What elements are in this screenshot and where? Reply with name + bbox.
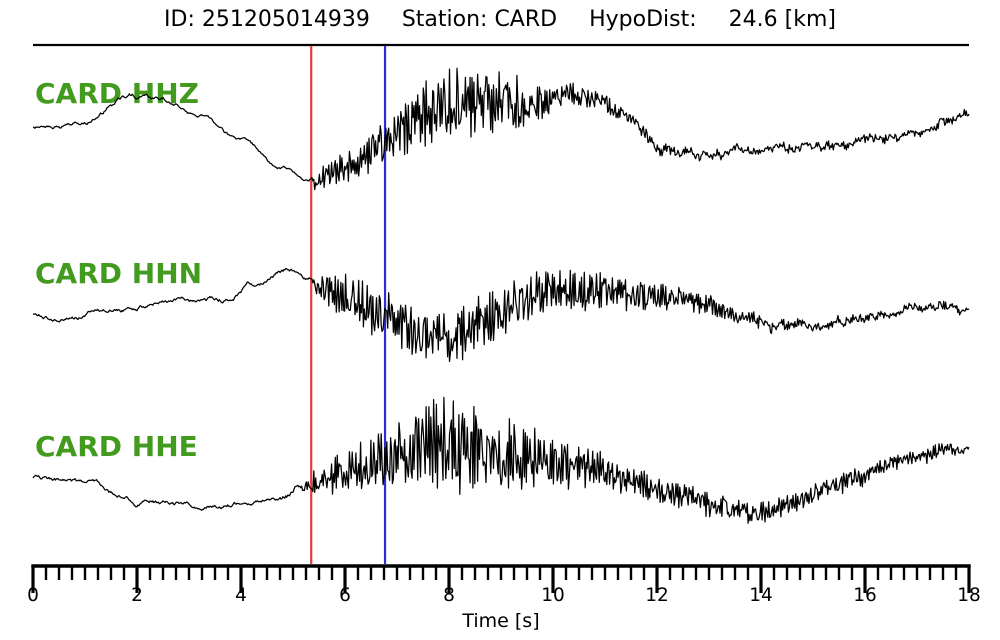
x-axis-tick-label: 2 (131, 585, 143, 606)
waveform-trace-hhn (32, 267, 970, 363)
x-axis-tick-label: 12 (645, 585, 669, 606)
x-axis-tick-label: 10 (541, 585, 565, 606)
station-label: Station: CARD (401, 7, 558, 32)
hypodist-key: HypoDist: (589, 7, 697, 32)
hypodist-value: 24.6 [km] (728, 7, 836, 32)
x-axis-title: Time [s] (461, 610, 539, 632)
x-axis-tick-label: 16 (853, 585, 877, 606)
waveform-trace-hhe (32, 396, 970, 524)
figure-title: ID: 251205014939 Station: CARD HypoDist:… (0, 7, 1000, 32)
x-axis-tick-label: 6 (339, 585, 351, 606)
x-axis-tick-label: 8 (443, 585, 455, 606)
x-axis-tick-label: 0 (27, 585, 39, 606)
x-axis-tick-label: 18 (957, 585, 981, 606)
event-id-label: ID: 251205014939 (164, 7, 370, 32)
x-axis-tick-label: 14 (749, 585, 773, 606)
channel-label-hhe: CARD HHE (35, 430, 198, 463)
channel-label-hhn: CARD HHN (35, 257, 202, 290)
x-axis-tick-label: 4 (235, 585, 247, 606)
waveform-trace-hhz (32, 67, 970, 191)
